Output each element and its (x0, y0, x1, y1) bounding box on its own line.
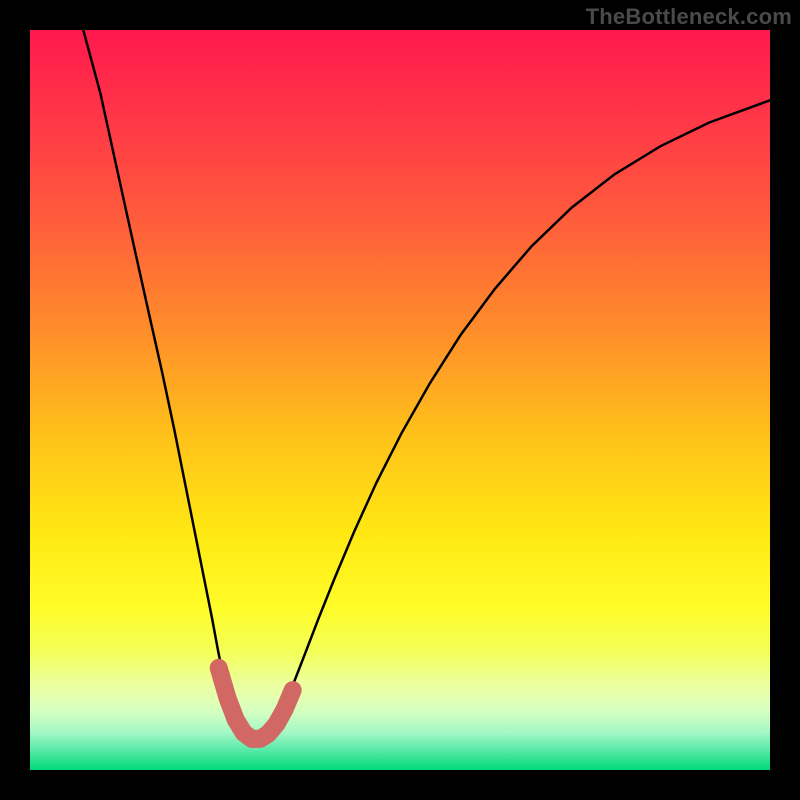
chart-svg (30, 30, 770, 770)
gradient-background (30, 30, 770, 770)
attribution-text: TheBottleneck.com (586, 4, 792, 30)
chart-plot-area (30, 30, 770, 770)
